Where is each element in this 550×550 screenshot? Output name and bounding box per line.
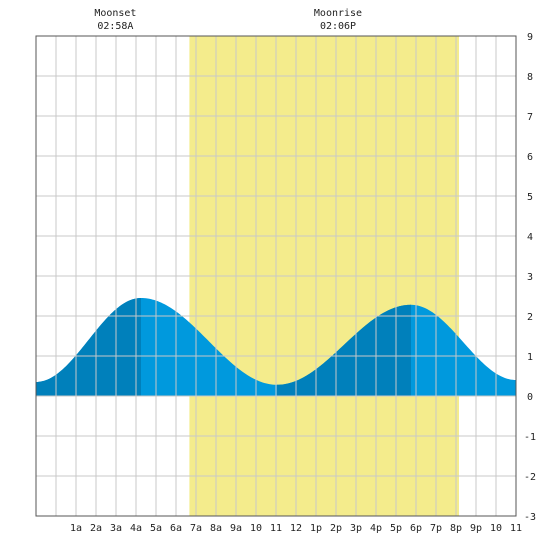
y-tick-label: 2 (527, 312, 533, 323)
x-tick-label: 4p (370, 523, 382, 534)
y-tick-label: 8 (527, 72, 533, 83)
x-tick-label: 6a (170, 523, 182, 534)
tide-rising-segment-1 (36, 298, 141, 396)
y-tick-label: 6 (527, 152, 533, 163)
x-tick-label: 9a (230, 523, 242, 534)
x-tick-label: 6p (410, 523, 422, 534)
x-tick-label: 1p (310, 523, 322, 534)
x-tick-label: 8a (210, 523, 222, 534)
moon-event-moonrise: Moonrise 02:06P (314, 8, 362, 32)
x-tick-label: 4a (130, 523, 142, 534)
moon-events: Moonset 02:58A Moonrise 02:06P (94, 8, 362, 32)
x-tick-label: 2p (330, 523, 342, 534)
moon-event-label: Moonrise (314, 8, 362, 19)
x-tick-label: 10 (250, 523, 262, 534)
y-tick-label: 0 (527, 392, 533, 403)
x-tick-label: 8p (450, 523, 462, 534)
y-tick-labels: -3 -2 -1 0 1 2 3 4 5 6 7 8 9 (524, 32, 536, 523)
x-tick-label: 5a (150, 523, 162, 534)
y-tick-label: 7 (527, 112, 533, 123)
x-tick-label: 10 (490, 523, 502, 534)
x-tick-labels: 1a 2a 3a 4a 5a 6a 7a 8a 9a 10 11 12 1p 2p 3p 4p 5p 6p 7p 8p… (70, 523, 522, 534)
grid-layer (36, 36, 516, 516)
x-tick-label: 3a (110, 523, 122, 534)
y-tick-label: 5 (527, 192, 533, 203)
x-tick-label: 11 (270, 523, 282, 534)
x-tick-label: 11 (510, 523, 522, 534)
x-tick-label: 1a (70, 523, 82, 534)
moon-event-label: Moonset (94, 8, 136, 19)
y-tick-label: -1 (524, 432, 536, 443)
y-tick-label: 3 (527, 272, 533, 283)
y-tick-label: 1 (527, 352, 533, 363)
moon-event-time: 02:06P (320, 21, 356, 32)
moon-event-moonset: Moonset 02:58A (94, 8, 136, 32)
plot-frame (35, 35, 517, 517)
x-tick-label: 3p (350, 523, 362, 534)
y-tick-label: 9 (527, 32, 533, 43)
y-tick-label: -2 (524, 472, 536, 483)
x-tick-label: 9p (470, 523, 482, 534)
x-tick-label: 12 (290, 523, 302, 534)
tide-rising-segment-2 (277, 304, 411, 396)
y-tick-label: 4 (527, 232, 533, 243)
x-tick-label: 5p (390, 523, 402, 534)
moon-event-time: 02:58A (97, 21, 133, 32)
y-tick-label: -3 (524, 512, 536, 523)
x-tick-label: 2a (90, 523, 102, 534)
x-tick-label: 7a (190, 523, 202, 534)
x-tick-label: 7p (430, 523, 442, 534)
